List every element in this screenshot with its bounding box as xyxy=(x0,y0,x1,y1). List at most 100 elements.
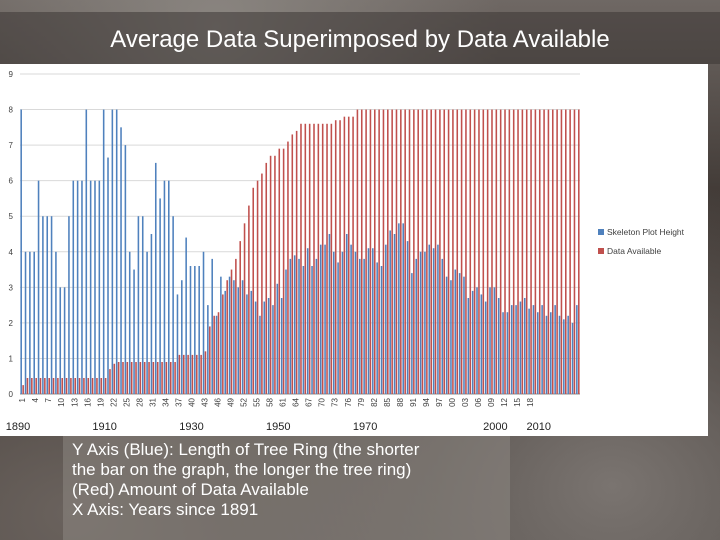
bar-data-available xyxy=(87,378,90,394)
bar-data-available xyxy=(204,351,207,394)
bar-data-available xyxy=(547,109,550,395)
x-tick-label: 61 xyxy=(279,397,288,406)
bar-skeleton-plot-height xyxy=(393,234,396,394)
bar-skeleton-plot-height xyxy=(359,258,361,394)
bar-data-available xyxy=(404,109,406,395)
bar-skeleton-plot-height xyxy=(476,287,478,394)
y-tick-label: 1 xyxy=(9,354,14,363)
bar-skeleton-plot-height xyxy=(254,301,257,394)
bar-data-available xyxy=(517,109,519,395)
legend-label: Skeleton Plot Height xyxy=(607,227,685,237)
bar-data-available xyxy=(395,109,398,395)
bar-data-available xyxy=(213,315,215,394)
bar-data-available xyxy=(521,109,524,395)
bar-skeleton-plot-height xyxy=(554,305,556,394)
caption-line: X Axis: Years since 1891 xyxy=(72,500,259,519)
bar-skeleton-plot-height xyxy=(528,308,530,394)
caption-band xyxy=(63,436,510,540)
bar-skeleton-plot-height xyxy=(419,251,422,394)
bar-skeleton-plot-height xyxy=(168,180,170,394)
bar-skeleton-plot-height xyxy=(124,145,127,394)
bar-data-available xyxy=(161,362,163,394)
caption-line: (Red) Amount of Data Available xyxy=(72,480,309,499)
x-tick-label: 58 xyxy=(266,397,275,406)
bar-skeleton-plot-height xyxy=(146,251,148,394)
bar-skeleton-plot-height xyxy=(224,290,227,394)
bar-data-available xyxy=(408,109,411,395)
x-tick-label: 25 xyxy=(122,397,131,406)
bar-skeleton-plot-height xyxy=(328,234,331,394)
bar-skeleton-plot-height xyxy=(159,198,161,394)
bar-data-available xyxy=(165,362,168,394)
bar-skeleton-plot-height xyxy=(319,244,322,394)
decade-label: 1890 xyxy=(6,421,30,433)
x-tick-label: 64 xyxy=(292,397,301,406)
bar-data-available xyxy=(317,123,320,395)
bar-data-available xyxy=(252,187,255,394)
bar-skeleton-plot-height xyxy=(363,258,365,394)
bar-data-available xyxy=(91,378,94,394)
bar-skeleton-plot-height xyxy=(94,180,96,394)
y-tick-label: 7 xyxy=(9,141,14,150)
bar-data-available xyxy=(378,109,380,395)
decade-label: 1950 xyxy=(266,421,290,433)
bar-data-available xyxy=(104,378,107,394)
bar-skeleton-plot-height xyxy=(250,290,253,394)
bar-data-available xyxy=(452,109,454,395)
bar-skeleton-plot-height xyxy=(189,266,192,394)
bar-skeleton-plot-height xyxy=(380,266,383,394)
x-tick-label: 4 xyxy=(31,397,40,402)
bar-data-available xyxy=(356,109,359,395)
bar-data-available xyxy=(196,354,198,394)
decade-label: 1910 xyxy=(92,421,116,433)
bar-skeleton-plot-height xyxy=(259,315,261,394)
x-tick-label: 46 xyxy=(214,397,223,406)
x-tick-label: 15 xyxy=(513,397,522,406)
bar-skeleton-plot-height xyxy=(332,251,335,394)
bar-data-available xyxy=(278,148,281,394)
x-tick-label: 09 xyxy=(487,397,496,406)
bar-data-available xyxy=(126,362,129,394)
bar-data-available xyxy=(569,109,571,395)
bar-data-available xyxy=(560,109,563,395)
x-tick-label: 10 xyxy=(57,397,66,406)
bar-skeleton-plot-height xyxy=(558,315,561,394)
bar-data-available xyxy=(100,378,103,394)
bar-data-available xyxy=(31,378,33,394)
bar-skeleton-plot-height xyxy=(389,230,391,394)
bar-data-available xyxy=(200,354,202,394)
bar-data-available xyxy=(122,362,124,394)
bar-skeleton-plot-height xyxy=(337,262,339,394)
bar-data-available xyxy=(282,148,285,394)
bar-data-available xyxy=(391,109,393,395)
x-tick-label: 16 xyxy=(83,397,92,406)
bar-skeleton-plot-height xyxy=(141,216,144,394)
y-tick-label: 3 xyxy=(9,283,14,292)
bar-skeleton-plot-height xyxy=(571,322,574,394)
bar-skeleton-plot-height xyxy=(454,269,457,394)
bar-skeleton-plot-height xyxy=(59,287,62,394)
bar-skeleton-plot-height xyxy=(437,244,439,394)
bar-data-available xyxy=(139,362,142,394)
bar-skeleton-plot-height xyxy=(345,234,348,394)
bar-skeleton-plot-height xyxy=(37,180,40,394)
decade-label: 1930 xyxy=(179,421,203,433)
bar-data-available xyxy=(70,378,72,394)
x-tick-label: 85 xyxy=(383,397,392,406)
bar-data-available xyxy=(243,223,246,394)
bar-skeleton-plot-height xyxy=(172,216,174,394)
bar-data-available xyxy=(343,116,346,394)
bar-skeleton-plot-height xyxy=(515,305,517,394)
x-tick-label: 40 xyxy=(187,397,196,406)
bar-skeleton-plot-height xyxy=(563,319,565,394)
bar-data-available xyxy=(65,378,68,394)
y-tick-label: 5 xyxy=(9,212,14,221)
bar-skeleton-plot-height xyxy=(289,258,292,394)
bar-data-available xyxy=(191,354,194,394)
decade-label: 2010 xyxy=(527,421,551,433)
bar-skeleton-plot-height xyxy=(376,262,378,394)
x-tick-label: 22 xyxy=(109,397,118,406)
decade-label: 1970 xyxy=(353,421,377,433)
bar-data-available xyxy=(269,155,272,394)
bar-data-available xyxy=(83,378,85,394)
